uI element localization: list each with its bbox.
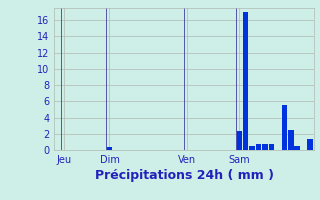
Bar [243,12,248,150]
Bar [268,144,274,150]
X-axis label: Précipitations 24h ( mm ): Précipitations 24h ( mm ) [94,169,274,182]
Bar [294,146,300,150]
Bar [236,131,242,150]
Bar [249,146,255,150]
Bar [262,144,268,150]
Bar [308,139,313,150]
Bar [282,105,287,150]
Bar [288,130,294,150]
Bar [256,144,261,150]
Bar [107,147,112,150]
